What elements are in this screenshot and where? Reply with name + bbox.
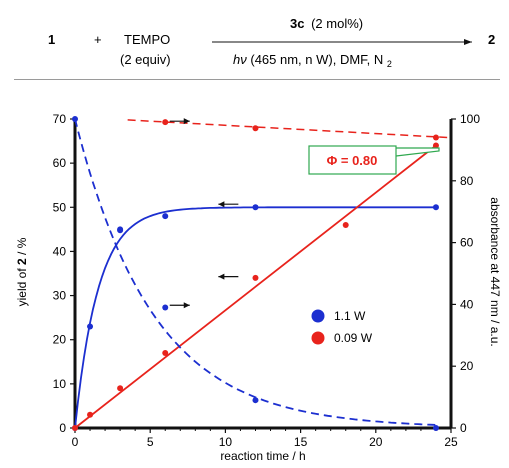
data-point-0-09w-yield [432,142,439,149]
data-point-0-09w-absorbance [432,134,439,141]
y-right-tick-label: 100 [460,112,480,126]
catalyst-loading: (2 mol%) [311,16,363,31]
scheme-divider [14,79,500,80]
y-right-tick-label: 80 [460,174,474,188]
y-axis-right-title: absorbance at 447 nm / a.u. [488,197,502,346]
fit-curve-1-1w-yield [74,206,436,429]
data-point-0-09w-absorbance [162,119,169,126]
legend-label-1-1w: 1.1 W [334,309,366,323]
y-left-tick-label: 30 [53,289,67,303]
x-tick-label: 0 [72,435,79,449]
data-point-1-1w-yield [252,204,259,211]
annotation-callout [395,147,440,157]
reaction-arrow-head [464,39,472,45]
data-point-0-09w-yield [162,349,169,356]
y-axis-left-suffix: / % [15,237,29,258]
plus-sign: + [94,32,102,47]
x-tick-label: 20 [369,435,383,449]
conditions-label: hν (465 nm, n W), DMF, N 2 [233,52,392,69]
catalyst-id: 3c [290,16,304,31]
legend-marker-0-09w [311,331,325,345]
points-group [72,116,439,431]
y-axis-left-title: yield of 2 / % [15,237,29,306]
annotation-box [308,145,397,175]
data-point-1-1w-absorbance [432,425,439,431]
data-point-0-09w-yield [117,385,124,392]
data-point-0-09w-yield [252,274,259,281]
fit-line-0-09w-absorbance [127,119,449,139]
data-point-1-1w-yield [162,213,169,220]
x-tick-label: 15 [294,435,308,449]
data-point-1-1w-absorbance [252,397,259,404]
x-axis-title: reaction time / h [220,449,305,463]
product-label: 2 [488,32,495,47]
data-point-0-09w-yield [87,411,94,418]
x-tick-label: 25 [444,435,458,449]
y-right-tick-label: 40 [460,297,474,311]
data-point-1-1w-yield [87,323,94,330]
conditions-main: (465 nm, n W), DMF, N [250,52,383,67]
data-point-1-1w-yield [432,204,439,211]
x-tick-label: 10 [219,435,233,449]
reaction-scheme: 1 + TEMPO (2 equiv) 3c (2 mol%) hν (465 … [48,16,495,69]
reactant-label: 1 [48,32,55,47]
y-left-tick-label: 50 [53,200,67,214]
y-right-tick-label: 0 [460,421,467,435]
legend-label-0-09w: 0.09 W [334,331,373,345]
arrows-group [169,118,239,309]
data-point-0-09w-absorbance [252,125,259,132]
data-point-1-1w-absorbance [162,304,169,311]
conditions-sub: 2 [387,59,392,69]
conditions-hv: hν [233,52,247,67]
data-point-0-09w-yield [342,221,349,228]
fit-line-0-09w-yield [74,144,437,429]
y-left-tick-label: 0 [59,421,66,435]
y-left-tick-label: 20 [53,333,67,347]
arrow-red-yield-left-head [218,273,225,280]
arrow-blue-absorbance-right-head [183,302,190,309]
y-right-tick-label: 60 [460,236,474,250]
y-left-tick-label: 40 [53,244,67,258]
annotation-text: Φ = 0.80 [327,153,378,168]
y-left-tick-label: 60 [53,156,67,170]
legend-marker-1-1w [311,309,325,323]
y-axis-left-bold: 2 [15,258,29,265]
catalyst-label: 3c (2 mol%) [290,16,363,31]
y-left-tick-label: 70 [53,112,67,126]
arrow-red-absorbance-right-head [183,118,190,125]
reagent-equiv: (2 equiv) [120,52,171,67]
data-point-0-09w-yield [72,425,78,431]
annotation-group: Φ = 0.80 [308,145,440,175]
y-right-tick-label: 20 [460,359,474,373]
reagent-label: TEMPO [124,32,170,47]
data-point-1-1w-absorbance [117,227,124,234]
legend-group: 1.1 W 0.09 W [311,309,373,345]
arrow-blue-yield-left-head [218,201,225,208]
data-point-1-1w-absorbance [72,116,78,122]
y-left-tick-label: 10 [53,377,67,391]
y-axis-left-prefix: yield of [15,265,29,306]
x-tick-label: 5 [147,435,154,449]
